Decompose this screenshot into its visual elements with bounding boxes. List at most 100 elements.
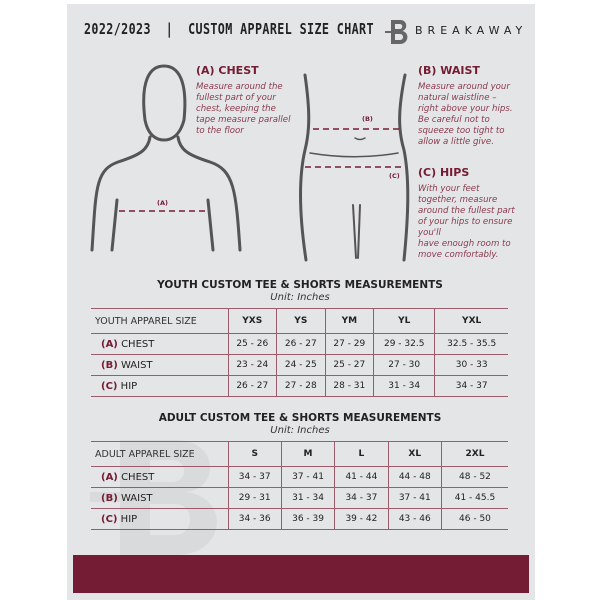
- table-row: (B) WAIST 23 - 24 24 - 25 25 - 27 27 - 30 30 …: [91, 354, 508, 376]
- table-cell: 30 - 33: [434, 354, 508, 376]
- measure-letter: (B): [101, 359, 118, 371]
- size-header: YS: [276, 308, 326, 334]
- size-header: 2XL: [440, 441, 508, 467]
- adult-unit: Unit: Inches: [270, 425, 330, 436]
- description-line: allow a little give.: [418, 137, 494, 147]
- table-row: (A) CHEST 34 - 37 37 - 41 41 - 44 44 - 48 48 …: [91, 466, 508, 488]
- chest-heading: (A) CHEST: [196, 64, 259, 77]
- table-cell: 36 - 39: [280, 508, 335, 530]
- size-header: YXL: [434, 308, 508, 334]
- measure-name: HIP: [120, 513, 138, 525]
- table-cell: 43 - 46: [387, 508, 442, 530]
- measure-letter: (A): [101, 338, 118, 350]
- size-header: YL: [373, 308, 435, 334]
- size-header: XL: [387, 441, 442, 467]
- table-header-row: YOUTH APPAREL SIZE YXS YS YM YL YXL: [91, 308, 508, 334]
- table-cell: 39 - 42: [334, 508, 389, 530]
- table-row: (A) CHEST 25 - 26 26 - 27 27 - 29 29 - 32.5 3…: [91, 333, 508, 355]
- youth-size-table: YOUTH APPAREL SIZE YXS YS YM YL YXL (A) CHEST 2…: [91, 308, 508, 397]
- table-cell: 41 - 44: [334, 466, 389, 488]
- description-line: fullest part of your: [196, 93, 276, 103]
- measure-name: WAIST: [120, 492, 153, 504]
- table-cell: 23 - 24: [227, 354, 277, 376]
- row-label-header: ADULT APPAREL SIZE: [91, 441, 228, 467]
- measure-label: (C) HIP: [91, 375, 228, 397]
- table-cell: 31 - 34: [280, 487, 335, 509]
- description-line: Measure around your: [418, 82, 510, 92]
- table-cell: 34 - 36: [227, 508, 282, 530]
- description-line: around the fullest part: [418, 206, 515, 216]
- description-line: to the floor: [196, 126, 244, 136]
- table-cell: 44 - 48: [387, 466, 442, 488]
- measure-label: (A) CHEST: [91, 333, 228, 355]
- chest-guide: (A) CHEST Measure around the fullest part…: [196, 64, 290, 137]
- table-cell: 32.5 - 35.5: [434, 333, 508, 355]
- measure-label: (B) WAIST: [91, 354, 228, 376]
- measure-name: CHEST: [121, 471, 155, 483]
- table-cell: 41 - 45.5: [440, 487, 508, 509]
- table-cell: 29 - 31: [227, 487, 282, 509]
- description-line: Measure around the: [196, 82, 283, 92]
- table-cell: 34 - 37: [227, 466, 282, 488]
- table-cell: 27 - 29: [324, 333, 374, 355]
- description-line: chest, keeping the: [196, 104, 276, 114]
- table-cell: 27 - 30: [373, 354, 435, 376]
- table-cell: 25 - 27: [324, 354, 374, 376]
- size-header: M: [280, 441, 335, 467]
- description-line: squeeze too tight to: [418, 126, 505, 136]
- measure-letter: (A): [101, 471, 118, 483]
- hips-description: With your feet together, measure around th…: [418, 184, 515, 261]
- description-line: With your feet: [418, 184, 480, 194]
- waist-guide: (B) WAIST Measure around your natural wai…: [418, 64, 513, 148]
- description-line: you'll: [418, 228, 441, 238]
- size-header: YXS: [227, 308, 277, 334]
- row-label-header: YOUTH APPAREL SIZE: [91, 308, 228, 334]
- table-cell: 25 - 26: [227, 333, 277, 355]
- hips-guide: (C) HIPS With your feet together, measure…: [418, 166, 515, 261]
- table-cell: 28 - 31: [324, 375, 374, 397]
- description-line: tape measure parallel: [196, 115, 291, 125]
- table-cell: 29 - 32.5: [373, 333, 435, 355]
- size-header: L: [334, 441, 389, 467]
- description-line: right above your hips.: [418, 104, 513, 114]
- description-line: together, measure: [418, 195, 498, 205]
- table-cell: 27 - 28: [276, 375, 326, 397]
- size-header: YM: [324, 308, 374, 334]
- measure-name: WAIST: [120, 359, 153, 371]
- table-cell: 26 - 27: [227, 375, 277, 397]
- table-cell: 46 - 50: [440, 508, 508, 530]
- upper-body-figure: [90, 64, 242, 252]
- youth-section-title: YOUTH CUSTOM TEE & SHORTS MEASUREMENTS: [157, 279, 443, 291]
- waist-description: Measure around your natural waistline – ri…: [418, 82, 513, 148]
- size-header: S: [227, 441, 282, 467]
- adult-section-title: ADULT CUSTOM TEE & SHORTS MEASUREMENTS: [158, 412, 442, 424]
- table-cell: 34 - 37: [434, 375, 508, 397]
- measure-label: (C) HIP: [91, 508, 228, 530]
- measure-label: (A) CHEST: [91, 466, 228, 488]
- measure-letter: (C): [101, 513, 118, 525]
- table-cell: 24 - 25: [276, 354, 326, 376]
- measure-label: (B) WAIST: [91, 487, 228, 509]
- table-cell: 26 - 27: [276, 333, 326, 355]
- adult-size-table: ADULT APPAREL SIZE S M L XL 2XL (A) CHEST 34 - …: [91, 441, 508, 530]
- description-line: of your hips to ensure: [418, 217, 513, 227]
- measure-letter: (C): [101, 380, 118, 392]
- description-line: Be careful not to: [418, 115, 490, 125]
- table-header-row: ADULT APPAREL SIZE S M L XL 2XL: [91, 441, 508, 467]
- table-row: (C) HIP 26 - 27 27 - 28 28 - 31 31 - 34 34 - …: [91, 375, 508, 397]
- description-line: have enough room to: [418, 239, 511, 249]
- hips-tag: (C): [389, 172, 400, 180]
- measure-letter: (B): [101, 492, 118, 504]
- brand-logo: [385, 20, 408, 44]
- brand-name: BREAKAWAY: [415, 24, 528, 37]
- table-cell: 34 - 37: [334, 487, 389, 509]
- table-row: (C) HIP 34 - 36 36 - 39 39 - 42 43 - 46 46 - …: [91, 508, 508, 530]
- footer-band: [73, 555, 529, 593]
- table-cell: 37 - 41: [280, 466, 335, 488]
- waist-tag: (B): [362, 115, 373, 123]
- table-cell: 31 - 34: [373, 375, 435, 397]
- chest-tag: (A): [157, 199, 168, 207]
- measure-name: HIP: [120, 380, 138, 392]
- page-title: 2022/2023 | CUSTOM APPAREL SIZE CHART: [84, 20, 374, 38]
- measure-name: CHEST: [121, 338, 155, 350]
